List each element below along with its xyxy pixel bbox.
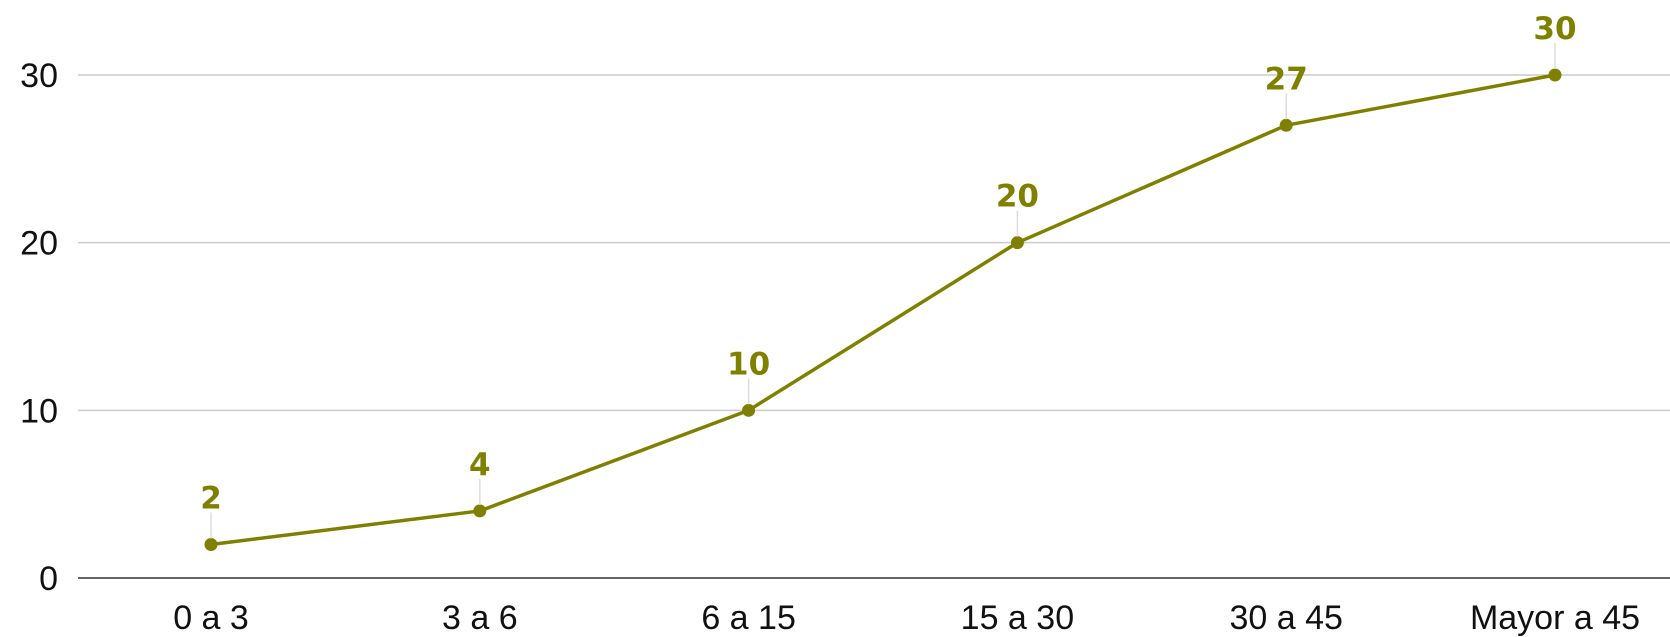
- grid-lines: [78, 74, 1670, 579]
- x-tick-label: 15 a 30: [961, 599, 1074, 637]
- y-tick-label: 10: [20, 392, 58, 430]
- x-tick-label: 6 a 15: [701, 599, 796, 637]
- data-label: 10: [727, 346, 770, 382]
- x-tick-label: 30 a 45: [1229, 599, 1342, 637]
- data-labels: 2 4 10 20 27 30: [200, 11, 1577, 539]
- data-label: 4: [469, 447, 491, 483]
- x-axis: 0 a 3 3 a 6 6 a 15 15 a 30 30 a 45 Mayor a 45: [173, 599, 1640, 637]
- x-tick-label: 0 a 3: [173, 599, 249, 637]
- y-tick-label: 20: [20, 225, 58, 263]
- data-point: [1279, 118, 1293, 132]
- y-axis: 0 10 20 30: [20, 57, 58, 598]
- data-label: 20: [996, 179, 1039, 215]
- data-label: 27: [1265, 61, 1308, 97]
- x-tick-label: Mayor a 45: [1470, 599, 1640, 637]
- series-line: [209, 73, 1557, 547]
- data-point: [742, 403, 756, 417]
- data-point: [473, 504, 487, 518]
- data-point: [1548, 68, 1562, 82]
- x-tick-label: 3 a 6: [442, 599, 518, 637]
- data-point: [204, 537, 218, 551]
- data-label: 2: [200, 480, 222, 516]
- data-point: [1010, 236, 1024, 250]
- series-layer: [204, 68, 1562, 551]
- y-tick-label: 0: [39, 560, 58, 598]
- y-tick-label: 30: [20, 57, 58, 95]
- data-label: 30: [1533, 11, 1576, 47]
